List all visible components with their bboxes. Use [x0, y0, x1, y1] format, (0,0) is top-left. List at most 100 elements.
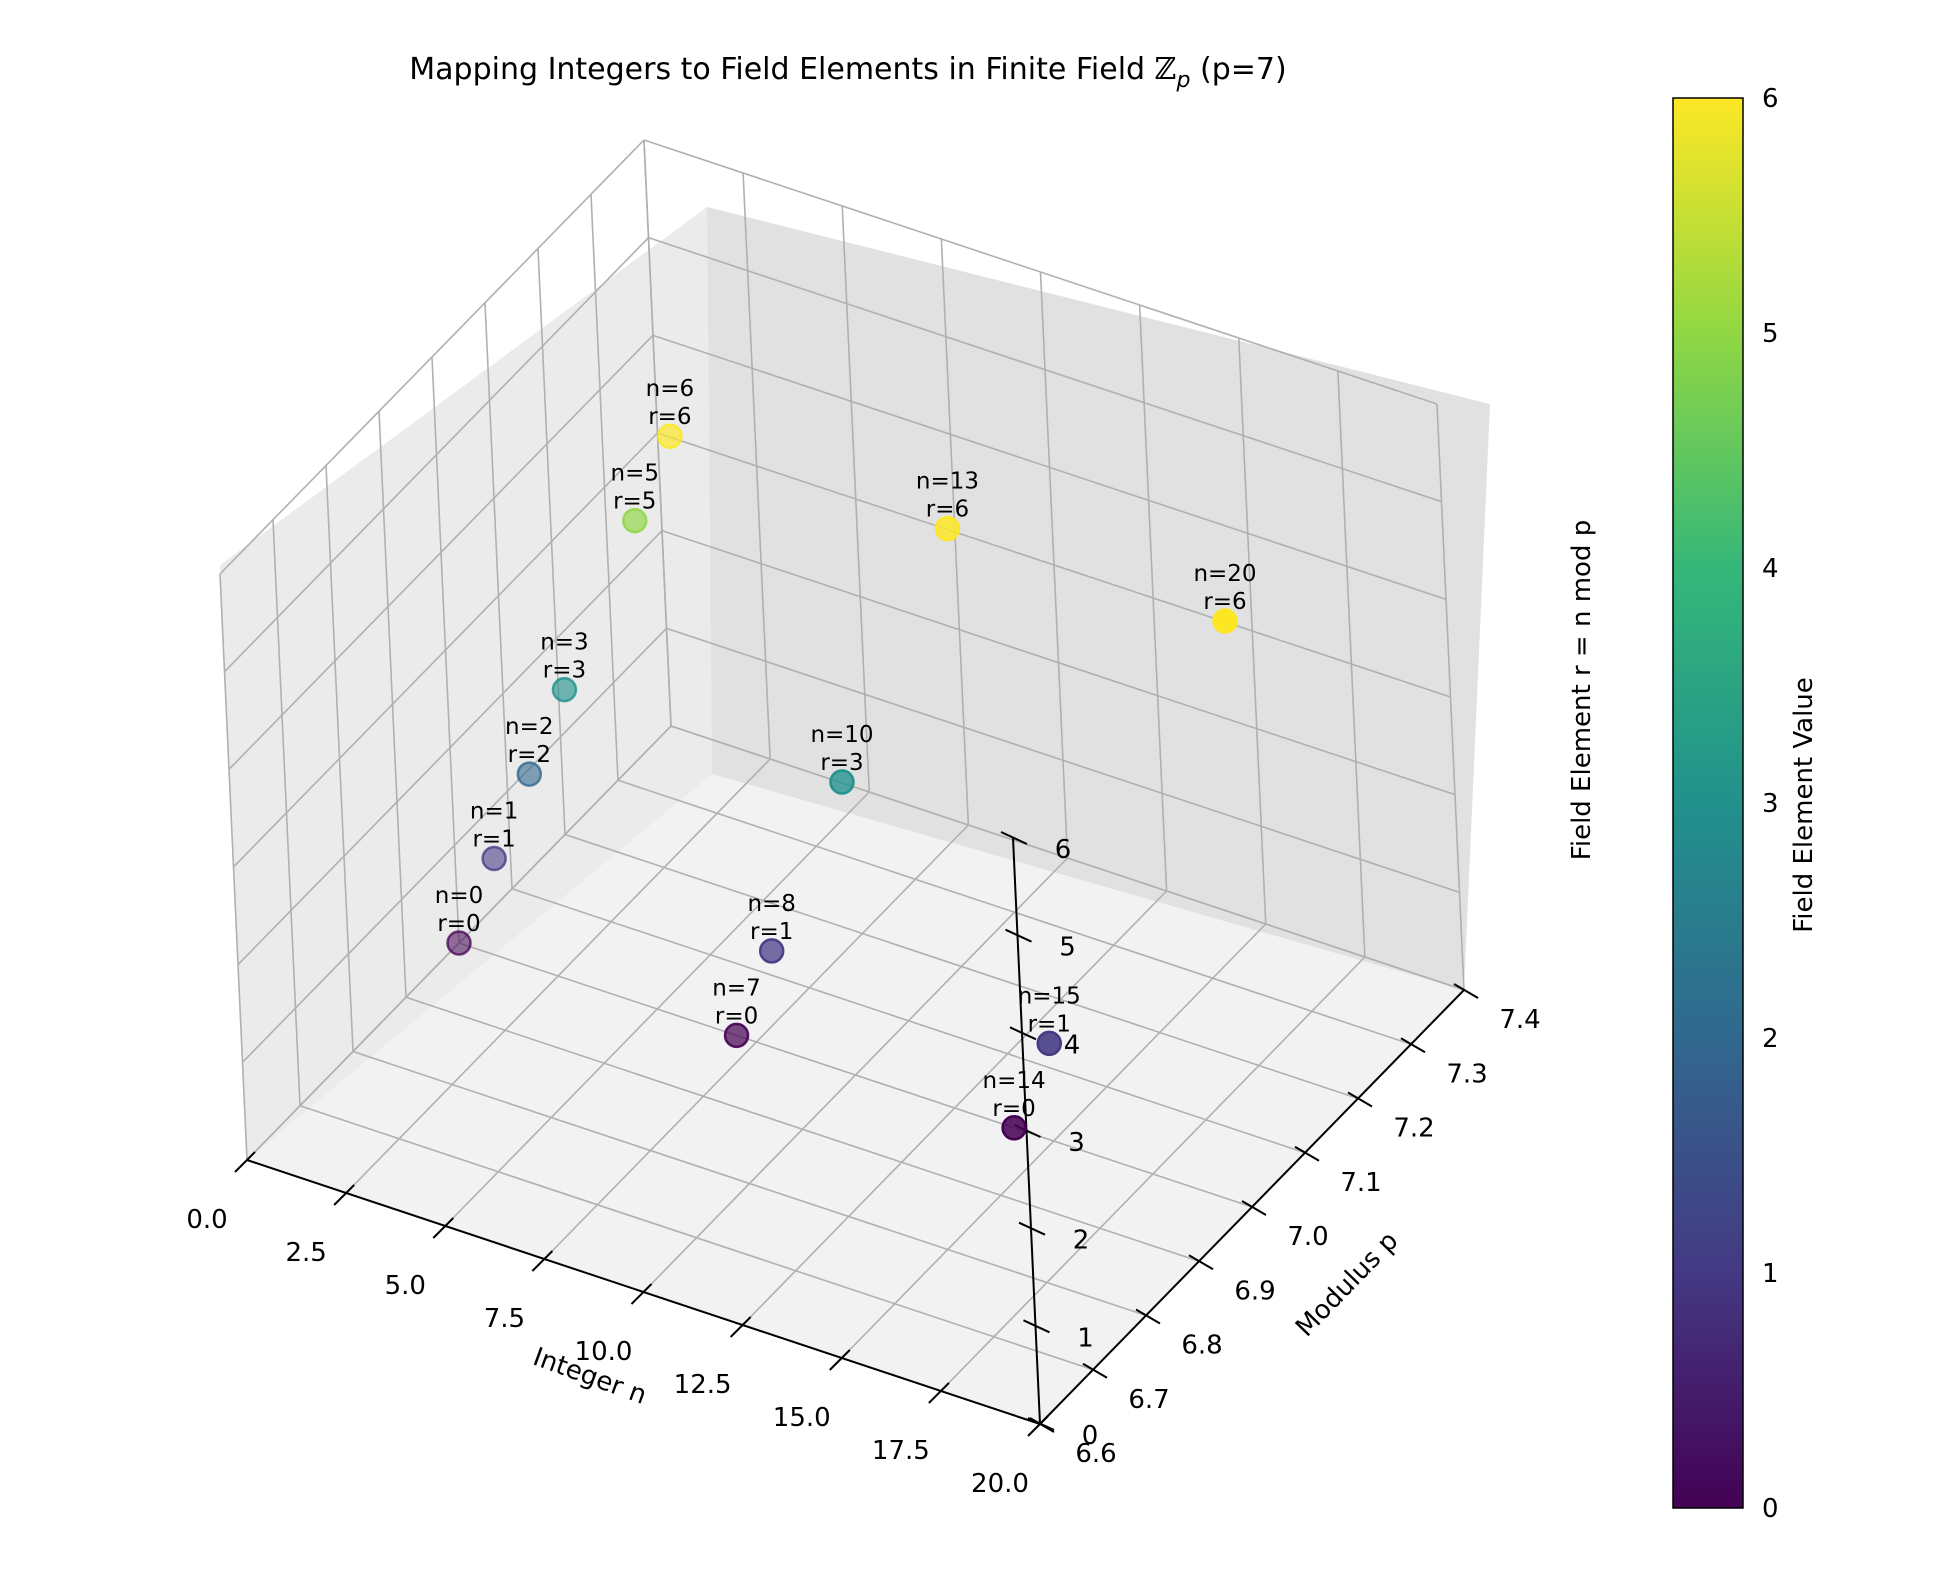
y-tick [1082, 1362, 1108, 1379]
point-label-n: n=14 [983, 1068, 1046, 1094]
y-grid-floor [511, 887, 1306, 1154]
x-tick-label: 0.0 [186, 1205, 227, 1235]
x-tick [1027, 1415, 1049, 1437]
z-axis-label: Field Element r = n mod p [1567, 520, 1597, 860]
colorbar-label: Field Element Value [1789, 677, 1819, 933]
z-grid-left [241, 627, 668, 1063]
y-tick [1400, 1037, 1426, 1054]
y-grid-floor [352, 1050, 1147, 1317]
z-tick [1009, 1026, 1037, 1041]
z-tick-label: 3 [1068, 1128, 1085, 1158]
data-point-n1 [481, 845, 507, 872]
point-label-r: r=5 [613, 489, 656, 515]
y-tick-label: 7.2 [1393, 1114, 1434, 1144]
point-label-r: r=6 [926, 497, 969, 523]
point-label-r: r=1 [472, 827, 515, 853]
z-tick-label: 5 [1059, 933, 1076, 963]
colorbar-tick-label: 2 [1762, 1024, 1779, 1054]
z-tick [1018, 1221, 1046, 1236]
z-tick-label: 6 [1055, 835, 1072, 865]
x-tick [531, 1250, 554, 1272]
x-tick-label: 10.0 [575, 1337, 633, 1367]
point-label-n: n=2 [505, 714, 553, 740]
y-grid-floor [299, 1104, 1094, 1371]
z-grid-left [232, 432, 659, 868]
point-label-r: r=6 [648, 404, 691, 430]
x-tick-label: 12.5 [674, 1370, 732, 1400]
data-point-n14 [1001, 1115, 1027, 1141]
z-tick-label: 1 [1077, 1323, 1094, 1353]
point-labels: n=0r=0n=1r=1n=2r=2n=3r=3n=5r=5n=6r=6n=7r… [435, 376, 1257, 1122]
z-tick-label: 2 [1073, 1226, 1090, 1256]
point-label-r: r=0 [715, 1003, 758, 1029]
colorbar-ticks: 0 1 2 3 4 5 6 [1762, 84, 1779, 1524]
point-label-r: r=0 [437, 911, 480, 937]
x-tick [928, 1382, 950, 1404]
x-tick-label: 5.0 [385, 1271, 426, 1301]
data-point-n2 [516, 761, 543, 787]
point-label-r: r=6 [1203, 589, 1246, 615]
tick-marks [234, 831, 1479, 1437]
colorbar-tick-label: 1 [1762, 1259, 1779, 1289]
point-label-r: r=2 [508, 742, 551, 768]
x-tick-label: 17.5 [872, 1436, 930, 1466]
x-tick-label: 20.0 [971, 1469, 1029, 1499]
axes-panes [220, 207, 1490, 1424]
y-tick-label: 7.0 [1287, 1222, 1328, 1252]
data-points [446, 423, 1238, 1141]
y-grid-floor [458, 942, 1253, 1208]
y-tick-label: 6.7 [1128, 1385, 1169, 1415]
point-label-n: n=6 [646, 376, 694, 402]
y-tick [1188, 1254, 1214, 1271]
z-grid-left [237, 530, 663, 966]
point-label-n: n=20 [1193, 561, 1256, 587]
data-point-n13 [934, 515, 961, 542]
y-tick-label: 7.4 [1499, 1005, 1540, 1035]
z-tick [1023, 1319, 1050, 1334]
point-label-r: r=3 [820, 750, 863, 776]
z-grid-back [666, 627, 1460, 894]
colorbar: 0 1 2 3 4 5 6 Field Element Value [1672, 84, 1819, 1524]
point-label-r: r=0 [992, 1096, 1035, 1122]
tick-labels: 0.0 2.5 5.0 7.5 10.0 12.5 15.0 17.5 20.0 6.6 6.7 6.… [186, 835, 1540, 1499]
data-point-n6 [657, 423, 683, 449]
data-point-n20 [1212, 608, 1238, 634]
y-tick [1294, 1145, 1320, 1162]
y-tick-label: 6.6 [1075, 1439, 1116, 1469]
x-tick-label: 2.5 [285, 1238, 326, 1268]
x-tick [630, 1283, 653, 1305]
point-label-n: n=5 [611, 461, 659, 487]
data-point-n5 [622, 507, 648, 534]
z-grid-left [228, 334, 654, 770]
back-right-pane [707, 207, 1490, 990]
y-tick-label: 6.9 [1234, 1276, 1275, 1306]
z-tick [1027, 1417, 1055, 1431]
colorbar-tick-label: 0 [1762, 1494, 1779, 1524]
colorbar-gradient [1672, 97, 1744, 1509]
point-label-n: n=10 [810, 722, 873, 748]
z-tick [1000, 831, 1028, 845]
point-label-r: r=3 [543, 658, 586, 684]
data-point-n8 [758, 938, 785, 964]
point-label-n: n=13 [916, 469, 979, 495]
z-grid-back [652, 334, 1447, 601]
data-point-n0 [446, 930, 472, 956]
point-label-n: n=7 [712, 975, 760, 1001]
y-tick [1347, 1091, 1373, 1108]
y-grid-floor [564, 833, 1359, 1100]
chart-title: Mapping Integers to Field Elements in Fi… [409, 52, 1286, 93]
point-label-n: n=0 [435, 883, 483, 909]
x-tick-label: 7.5 [484, 1304, 525, 1334]
z-tick-label: 0 [1082, 1421, 1099, 1451]
data-point-n10 [829, 769, 855, 795]
z-grid-back [670, 725, 1465, 991]
point-label-n: n=8 [747, 891, 795, 917]
colorbar-tick-label: 6 [1762, 84, 1779, 114]
z-grid-back [643, 139, 1438, 405]
point-label-n: n=15 [1018, 983, 1081, 1009]
data-point-n15 [1036, 1030, 1062, 1057]
y-grid-floor [617, 779, 1412, 1046]
back-left-pane [220, 207, 712, 1160]
z-grid-left [223, 237, 650, 673]
z-tick [1005, 928, 1032, 943]
